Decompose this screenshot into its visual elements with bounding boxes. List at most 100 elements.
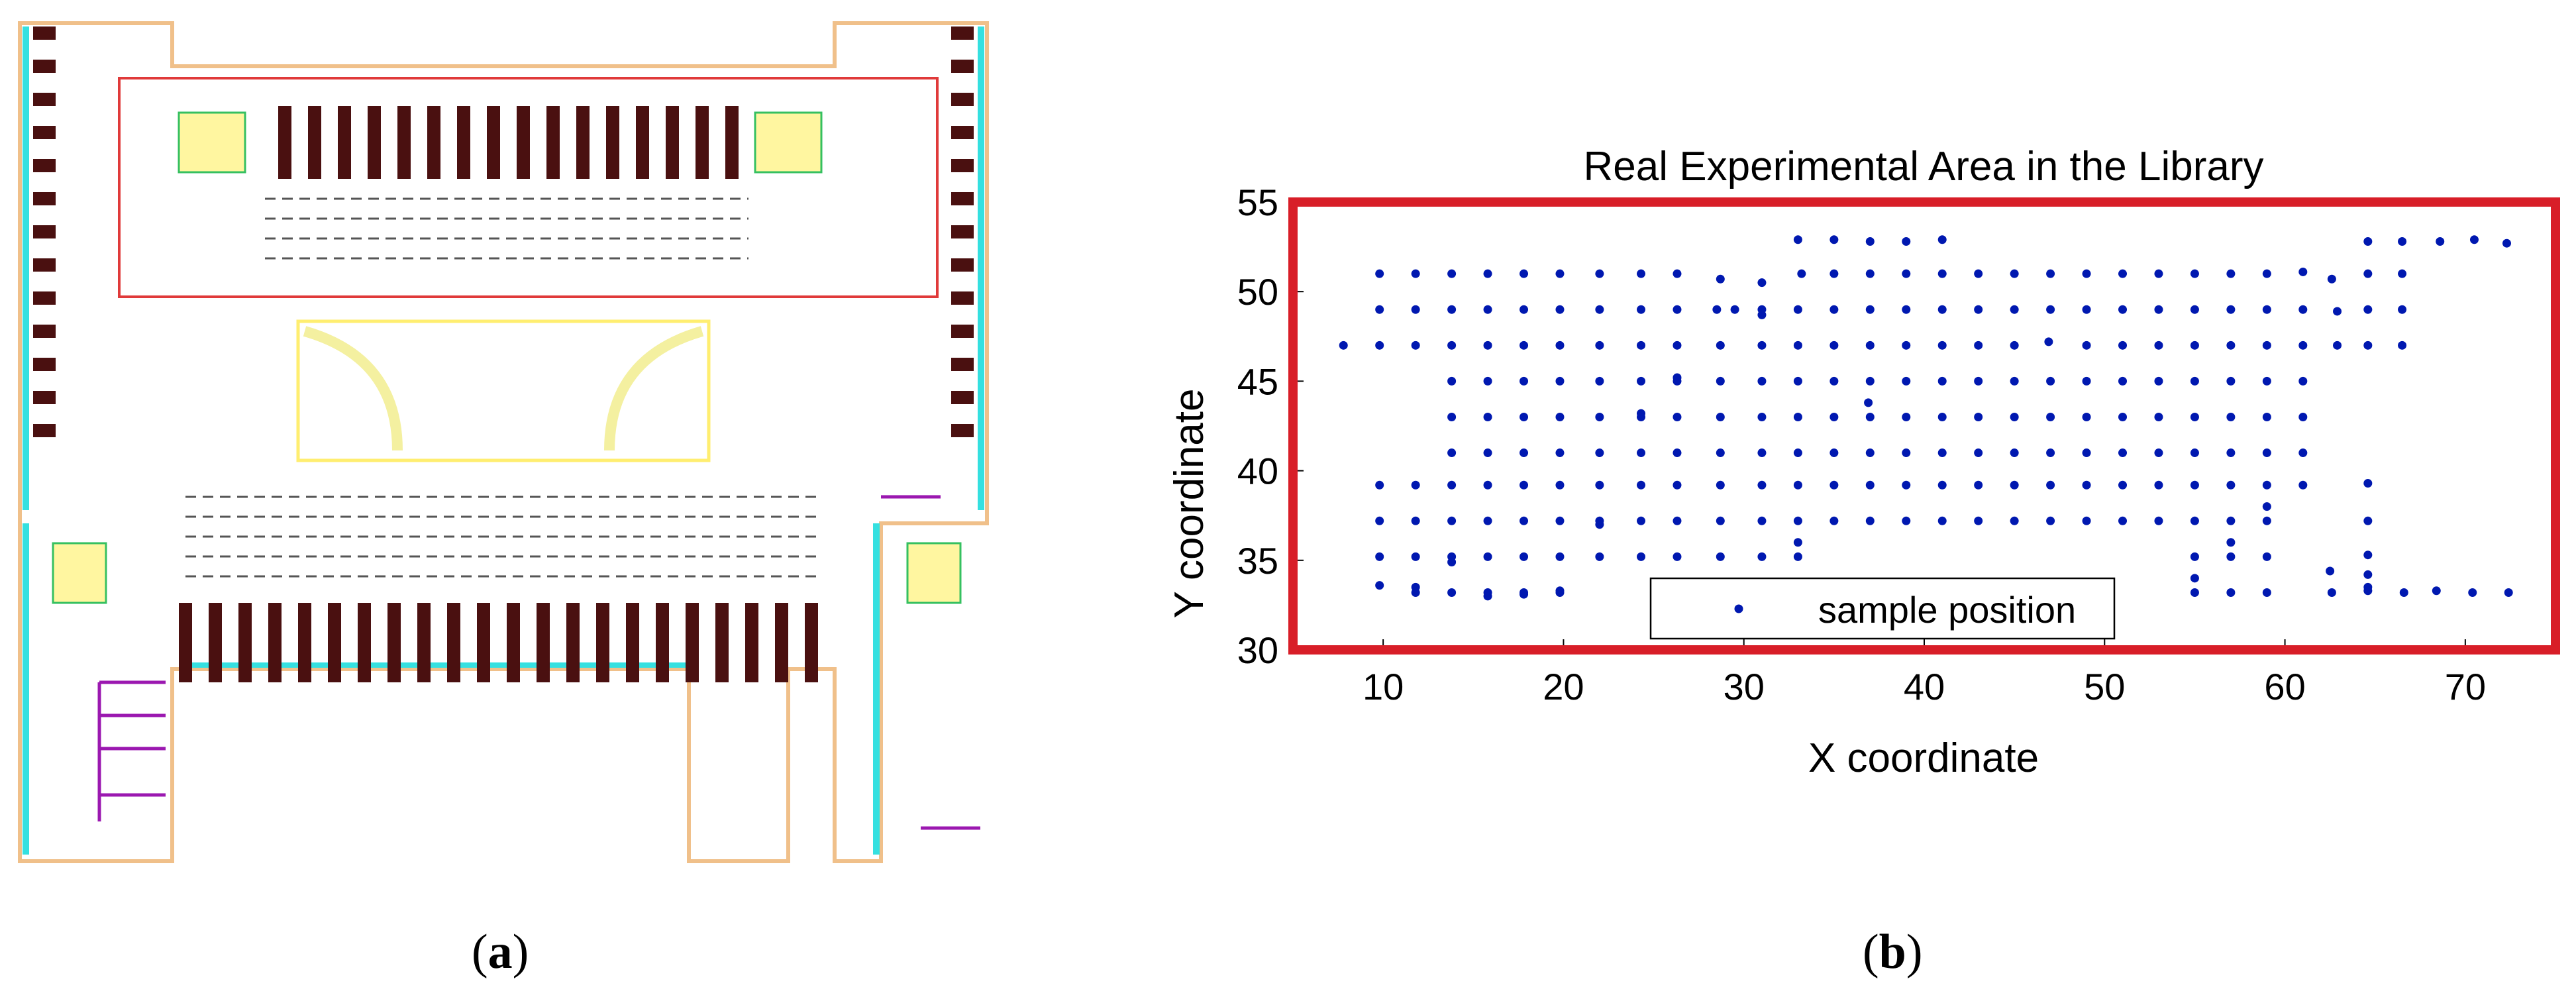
sample-point [2154,412,2163,421]
sample-point [1757,278,1767,288]
sample-point [2363,236,2373,246]
sample-point [2262,341,2271,350]
sample-point [1757,412,1767,421]
sample-point [1937,448,1947,458]
sample-point [1411,341,1420,350]
caption-b-letter: b [1879,925,1906,979]
sample-point [1716,274,1725,284]
x-tick-label: 30 [1724,666,1765,708]
sample-point [1829,480,1839,490]
sample-point [2190,448,2199,458]
sample-point [1865,269,1875,278]
sample-points [1339,235,2513,601]
sample-point [2010,516,2019,525]
sample-point [2010,412,2019,421]
sample-point [1793,552,1802,561]
sample-point [1757,376,1767,386]
sample-point [1673,516,1682,525]
sample-point [1829,448,1839,458]
sample-point [1673,480,1682,490]
window-strips [23,26,984,855]
experimental-area-highlight [118,77,939,298]
sample-point [1483,376,1492,386]
x-tick-label: 60 [2264,666,2305,708]
sample-point [2046,516,2055,525]
office-partitions [97,495,980,830]
sample-point [1673,305,1682,314]
sample-point [2326,566,2335,576]
sample-point [1797,269,1806,278]
sample-point [2436,236,2445,246]
sample-point [2046,412,2055,421]
sample-point [1716,341,1725,350]
sample-point [1447,480,1457,490]
sample-point [1865,516,1875,525]
sample-point [1902,516,1911,525]
sample-point [1637,376,1646,386]
sample-point [1757,448,1767,458]
central-lobby [296,319,711,462]
legend-marker [1734,604,1743,613]
sample-point [2226,341,2236,350]
x-tick-label: 10 [1363,666,1404,708]
sample-point [1555,586,1565,596]
chart-title: Real Experimental Area in the Library [1584,144,2264,189]
sample-point [2118,341,2128,350]
sample-point [1483,516,1492,525]
sample-point [1637,341,1646,350]
x-tick-label: 20 [1543,666,1584,708]
sample-point [1673,269,1682,278]
sample-point [1829,305,1839,314]
sample-point [1793,516,1802,525]
sample-point [1375,305,1384,314]
sample-point [2082,341,2091,350]
sample-point [1411,582,1420,592]
sample-point [2262,502,2271,511]
sample-point [1757,552,1767,561]
sample-point [2118,269,2128,278]
sample-point [1937,412,1947,421]
sample-point [2190,305,2199,314]
sample-point [1339,341,1348,350]
sample-point [2262,552,2271,561]
sample-point [2363,341,2373,350]
sample-point [2226,448,2236,458]
sample-point [2190,552,2199,561]
sample-point [1520,376,1529,386]
sample-point [1974,480,1983,490]
sample-point [2262,480,2271,490]
sample-point [1520,590,1529,599]
sample-point [1974,305,1983,314]
sample-point [1829,269,1839,278]
y-tick-label: 35 [1237,540,1278,582]
sample-point [1595,269,1604,278]
sample-point [2298,448,2308,458]
sample-point [1555,552,1565,561]
sample-point [2082,412,2091,421]
sample-point [1447,516,1457,525]
sample-point [1483,269,1492,278]
x-tick-label: 40 [1904,666,1945,708]
sample-point [2082,269,2091,278]
sample-point [2046,448,2055,458]
sample-point [1974,341,1983,350]
x-tick-label: 50 [2084,666,2125,708]
sample-point [1793,538,1802,547]
sample-point [2118,480,2128,490]
y-tick-label: 55 [1237,182,1278,223]
sample-point [1595,552,1604,561]
sample-point [1483,305,1492,314]
sample-point [2118,305,2128,314]
sample-point [1829,412,1839,421]
sample-point [1902,412,1911,421]
sample-point [1716,412,1725,421]
sample-point [1555,480,1565,490]
sample-point [2298,267,2308,276]
sample-point [1483,341,1492,350]
sample-point [1712,305,1722,314]
sample-point [2118,412,2128,421]
sample-point [1637,516,1646,525]
sample-point [1865,376,1875,386]
sample-point [1865,341,1875,350]
x-tick-label: 70 [2445,666,2486,708]
